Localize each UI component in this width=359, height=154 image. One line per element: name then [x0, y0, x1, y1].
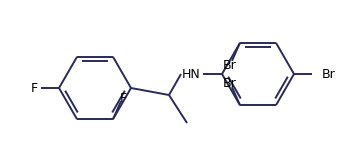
Text: Br: Br [322, 67, 336, 81]
Text: Br: Br [223, 77, 237, 90]
Text: F: F [120, 92, 127, 105]
Text: HN: HN [182, 67, 200, 81]
Text: Br: Br [223, 59, 237, 72]
Text: F: F [31, 81, 38, 95]
